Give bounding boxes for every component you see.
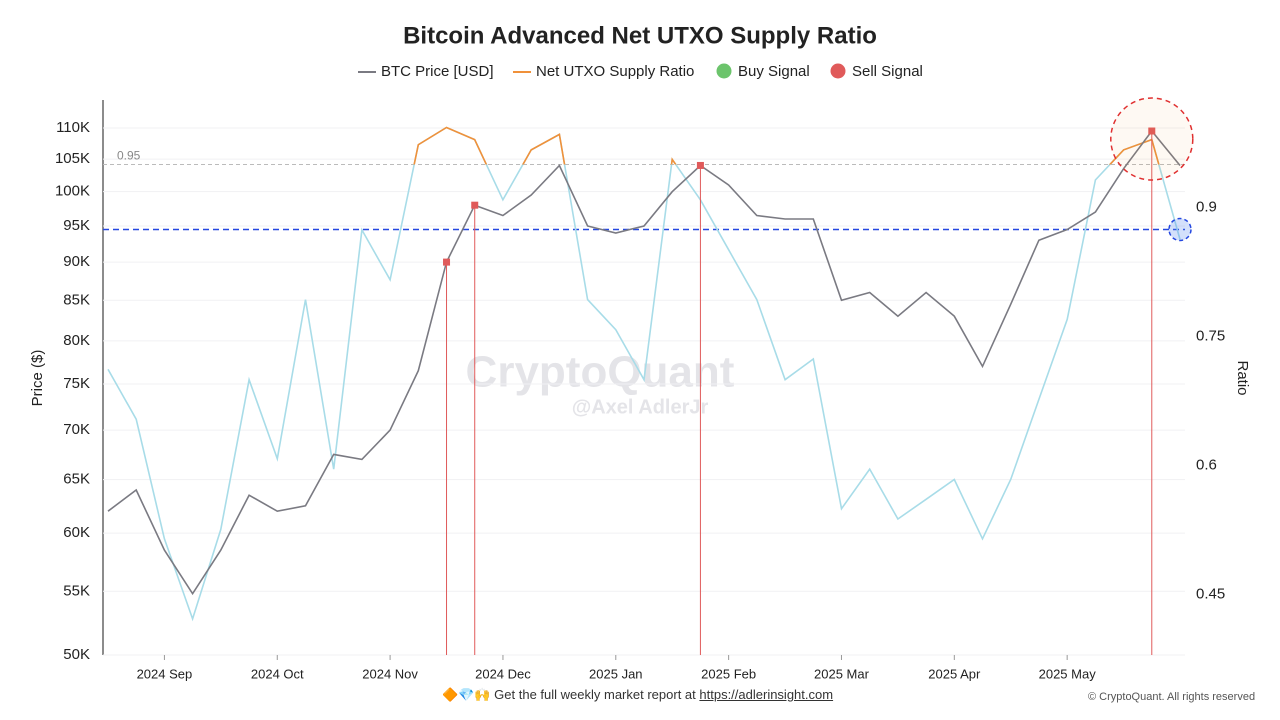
legend-label: Net UTXO Supply Ratio — [536, 63, 694, 80]
signal-marker — [443, 258, 451, 266]
y-tick-label: 100K — [55, 183, 90, 200]
footer: 🔶💎🙌 Get the full weekly market report at… — [442, 687, 833, 703]
y-tick-label: 75K — [63, 375, 90, 392]
y2-tick-label: 0.9 — [1196, 199, 1217, 216]
y-tick-label: 65K — [63, 471, 90, 488]
copyright: © CryptoQuant. All rights reserved — [1088, 691, 1256, 703]
y-tick-label: 105K — [55, 150, 90, 167]
x-tick-label: 2024 Nov — [362, 666, 418, 681]
y2-tick-label: 0.75 — [1196, 328, 1225, 345]
x-tick-label: 2025 Feb — [701, 666, 756, 681]
x-tick-label: 2025 May — [1039, 666, 1097, 681]
y-tick-label: 85K — [63, 291, 90, 308]
x-tick-label: 2025 Jan — [589, 666, 643, 681]
price-line — [107, 129, 1181, 596]
y2-axis-title: Ratio — [1234, 360, 1251, 395]
y-tick-label: 50K — [63, 646, 90, 663]
y-tick-label: 95K — [63, 217, 90, 234]
y2-tick-label: 0.45 — [1196, 586, 1225, 603]
signal-marker — [471, 201, 479, 209]
watermark-sub: @Axel AdlerJr — [572, 396, 709, 418]
footer-link[interactable]: https://adlerinsight.com — [699, 687, 834, 702]
footer-text: 🔶💎🙌 Get the full weekly market report at — [442, 687, 696, 702]
x-tick-label: 2024 Dec — [475, 666, 531, 681]
y-tick-label: 80K — [63, 332, 90, 349]
x-tick-label: 2025 Mar — [814, 666, 870, 681]
signal-marker — [696, 161, 704, 169]
chart-title: Bitcoin Advanced Net UTXO Supply Ratio — [403, 22, 877, 49]
x-tick-label: 2025 Apr — [928, 666, 981, 681]
legend-swatch — [716, 63, 732, 79]
y-axis-title: Price ($) — [29, 350, 46, 407]
x-tick-label: 2024 Oct — [251, 666, 304, 681]
legend-label: BTC Price [USD] — [381, 63, 494, 80]
ratio-line — [107, 126, 1181, 622]
y2-tick-label: 0.6 — [1196, 457, 1217, 474]
y-tick-label: 110K — [56, 119, 90, 136]
y-tick-label: 90K — [63, 253, 90, 270]
legend-label: Sell Signal — [852, 63, 923, 80]
signal-marker — [1148, 127, 1156, 135]
x-tick-label: 2024 Sep — [137, 666, 193, 681]
y-tick-label: 60K — [63, 524, 90, 541]
legend-label: Buy Signal — [738, 63, 810, 80]
highlight-circle — [1110, 97, 1194, 181]
y-tick-label: 70K — [63, 421, 90, 438]
watermark: CryptoQuant — [466, 348, 735, 397]
y-tick-label: 55K — [63, 582, 90, 599]
highlight-circle — [1168, 217, 1192, 242]
legend-swatch — [830, 63, 846, 79]
threshold-label: 0.95 — [117, 149, 141, 163]
chart: Bitcoin Advanced Net UTXO Supply Ratio C… — [29, 22, 1251, 681]
